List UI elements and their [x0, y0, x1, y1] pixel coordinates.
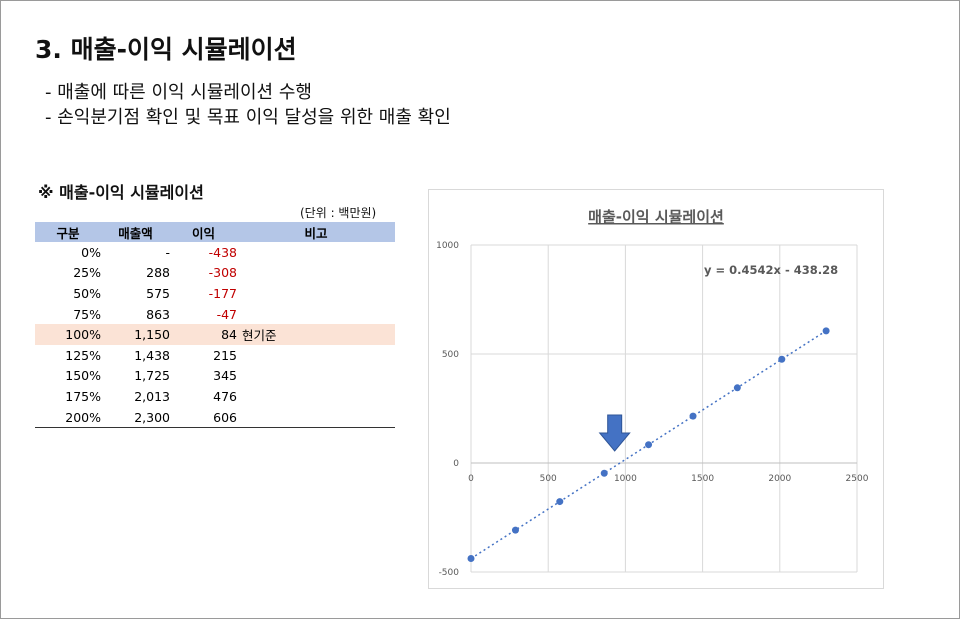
data-point: [556, 498, 564, 506]
y-tick-label: 0: [453, 459, 459, 469]
cell-category: 200%: [35, 406, 101, 429]
cell-sales: 863: [146, 306, 170, 322]
cell-category: 150%: [65, 368, 101, 384]
header-profit: 이익: [170, 222, 237, 242]
cell-sales: 288: [146, 265, 170, 281]
table-row: 200% 2,300 606: [35, 406, 395, 429]
data-point: [778, 355, 786, 363]
cell-profit: 345: [213, 368, 237, 384]
cell-note: [237, 242, 395, 263]
data-point: [511, 526, 519, 534]
cell-note: [237, 406, 395, 429]
cell-category: 25%: [73, 265, 101, 281]
cell-note: [237, 366, 395, 387]
cell-category: 100%: [35, 324, 101, 345]
chart-container: 매출-이익 시뮬레이션 0 500 1000 1500 2000 2500 -500 0 500 1…: [428, 189, 884, 589]
cell-note: [237, 345, 395, 366]
cell-sales: 2,300: [101, 406, 170, 429]
x-tick-label: 500: [540, 474, 557, 484]
y-tick-label: -500: [439, 568, 460, 578]
header-sales: 매출액: [101, 222, 170, 242]
table-row: 175% 2,013 476: [35, 386, 395, 407]
data-point: [822, 327, 830, 335]
cell-note: [237, 283, 395, 304]
x-tick-label: 1000: [614, 474, 637, 484]
bullet-2: - 손익분기점 확인 및 목표 이익 달성을 위한 매출 확인: [45, 107, 451, 128]
data-point: [645, 441, 653, 449]
cell-note: [237, 263, 395, 284]
table-header-row: 구분 매출액 이익 비고: [35, 222, 395, 242]
page-title: 3. 매출-이익 시뮬레이션: [35, 35, 297, 64]
data-point: [733, 384, 741, 392]
unit-label: (단위 : 백만원): [300, 206, 377, 220]
cell-note: [237, 304, 395, 325]
y-tick-label: 1000: [436, 241, 459, 251]
scatter-chart: 매출-이익 시뮬레이션 0 500 1000 1500 2000 2500 -500 0 500 1…: [436, 208, 869, 578]
cell-profit: -177: [208, 285, 237, 301]
cell-profit: 215: [213, 347, 237, 363]
header-category: 구분: [35, 222, 101, 242]
simulation-table: 구분 매출액 이익 비고 0% - -438 25% 288 -308 50% 575 -177…: [35, 222, 395, 429]
cell-sales: 2,013: [134, 388, 170, 404]
trendline-equation: y = 0.4542x - 438.28: [704, 263, 838, 277]
x-tick-label: 1500: [691, 474, 714, 484]
x-tick-label: 2000: [768, 474, 791, 484]
cell-sales: 1,438: [134, 347, 170, 363]
data-point: [467, 554, 475, 562]
cell-sales: 575: [146, 285, 170, 301]
cell-category: 50%: [73, 285, 101, 301]
table-row: 75% 863 -47: [35, 304, 395, 325]
y-tick-label: 500: [442, 350, 459, 360]
cell-sales: 1,725: [134, 368, 170, 384]
cell-note: [237, 386, 395, 407]
cell-category: 75%: [73, 306, 101, 322]
cell-sales: 1,150: [101, 324, 170, 345]
cell-note: 현기준: [237, 324, 395, 345]
cell-profit: -438: [208, 244, 237, 260]
table-row: 150% 1,725 345: [35, 366, 395, 387]
data-point: [600, 469, 608, 477]
cell-profit: 476: [213, 388, 237, 404]
chart-title: 매출-이익 시뮬레이션: [588, 208, 724, 226]
table-row: 125% 1,438 215: [35, 345, 395, 366]
x-tick-label: 2500: [846, 474, 869, 484]
bullet-1: - 매출에 따른 이익 시뮬레이션 수행: [45, 82, 312, 103]
cell-profit: -308: [208, 265, 237, 281]
cell-profit: 606: [170, 406, 237, 429]
x-tick-label: 0: [468, 474, 474, 484]
table-row: 50% 575 -177: [35, 283, 395, 304]
data-point: [689, 412, 697, 420]
cell-category: 125%: [65, 347, 101, 363]
cell-sales: -: [165, 244, 170, 260]
down-arrow-icon: [598, 414, 631, 452]
header-note: 비고: [237, 222, 395, 242]
table-row: 100% 1,150 84 현기준: [35, 324, 395, 345]
cell-category: 175%: [65, 388, 101, 404]
cell-category: 0%: [81, 244, 101, 260]
cell-profit: -47: [216, 306, 237, 322]
table-section-title: ※ 매출-이익 시뮬레이션: [38, 183, 204, 202]
table-row: 0% - -438: [35, 242, 395, 263]
cell-profit: 84: [170, 324, 237, 345]
table-row: 25% 288 -308: [35, 263, 395, 284]
